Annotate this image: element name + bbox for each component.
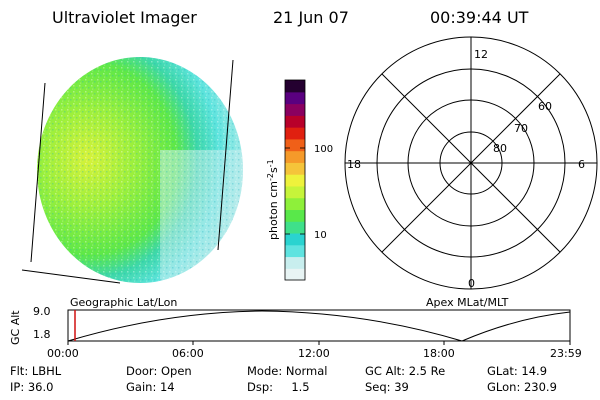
info-seq: Seq: 39 — [365, 380, 409, 394]
geo-coord-label: Geographic Lat/Lon — [70, 296, 178, 309]
polar-grid — [344, 36, 598, 290]
info-mode: Mode: Normal — [247, 364, 328, 378]
orbit-tick-0600: 06:00 — [172, 347, 204, 360]
date-label: 21 Jun 07 — [273, 8, 349, 27]
colorbar-segment — [285, 256, 305, 269]
orbit-axis-title: GC Alt — [9, 310, 22, 345]
info-glon: GLon: 230.9 — [487, 380, 557, 394]
colorbar-segment — [285, 209, 305, 222]
instrument-title: Ultraviolet Imager — [52, 8, 197, 27]
colorbar-segment — [285, 127, 305, 140]
orbit-plot-frame — [67, 309, 571, 342]
colorbar-frame — [284, 79, 306, 281]
colorbar-segment — [285, 244, 305, 258]
colorbar-segment — [285, 162, 305, 175]
lat-label-70: 70 — [514, 122, 528, 135]
apex-coord-label: Apex MLat/MLT — [426, 296, 509, 309]
colorbar-segment — [285, 221, 305, 234]
lat-label-60: 60 — [538, 100, 552, 113]
orbit-ymin: 1.8 — [33, 328, 51, 341]
colorbar-segment — [285, 197, 305, 211]
orbit-tick-1200: 12:00 — [298, 347, 330, 360]
orbit-ymax: 9.0 — [33, 305, 51, 318]
orbit-tick-1800: 18:00 — [423, 347, 455, 360]
info-gc-alt: GC Alt: 2.5 Re — [365, 364, 446, 378]
info-dsp: Dsp: 1.5 — [247, 380, 310, 394]
colorbar-segment — [285, 232, 305, 246]
colorbar-segment — [285, 185, 305, 199]
orbit-ticks — [67, 341, 571, 345]
polar-labels: 12 18 6 0 60 70 80 — [347, 48, 585, 290]
colorbar-segment — [285, 91, 305, 105]
colorbar-segment — [285, 115, 305, 128]
colorbar-segment — [285, 174, 305, 187]
colorbar-tick-100: 100 — [314, 144, 333, 155]
colorbar-unit-label: photon cm-2s-1 — [266, 159, 280, 240]
colorbar-segment — [285, 103, 305, 116]
mlt-label-0: 0 — [468, 277, 475, 290]
mlt-label-12: 12 — [474, 48, 488, 61]
colorbar-segment — [285, 80, 305, 93]
orbit-tick-0000: 00:00 — [47, 347, 79, 360]
colorbar-ticks — [285, 147, 305, 235]
info-glat: GLat: 14.9 — [487, 364, 548, 378]
mlt-label-18: 18 — [347, 158, 361, 171]
orbit-tick-2359: 23:59 — [550, 347, 582, 360]
lat-label-80: 80 — [493, 142, 507, 155]
info-ip: IP: 36.0 — [10, 380, 54, 394]
colorbar-segment — [285, 138, 305, 152]
geo-grid-lines — [21, 59, 234, 284]
info-gain: Gain: 14 — [126, 380, 175, 394]
colorbar-segment — [285, 150, 305, 163]
colorbar-segment — [285, 268, 305, 281]
info-door: Door: Open — [126, 364, 192, 378]
colorbar-tick-10: 10 — [314, 230, 327, 241]
info-flt: Flt: LBHL — [10, 364, 62, 378]
time-label: 00:39:44 UT — [430, 8, 529, 27]
uv-earth-image — [37, 57, 243, 283]
colorbar — [285, 80, 305, 281]
orbit-altitude-curve — [67, 310, 571, 342]
mlt-label-6: 6 — [578, 158, 585, 171]
